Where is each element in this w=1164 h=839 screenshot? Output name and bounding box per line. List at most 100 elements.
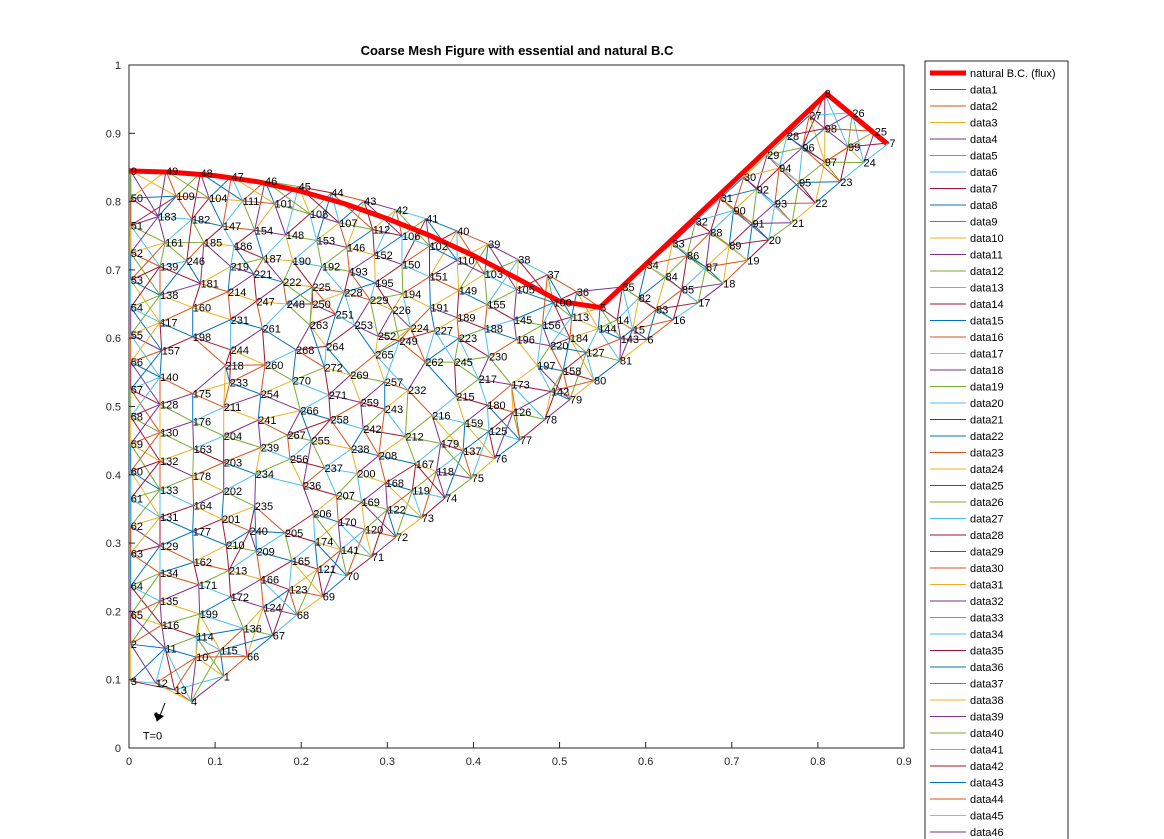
mesh-edge — [338, 521, 366, 530]
node-label: 269 — [350, 370, 368, 382]
mesh-edge — [488, 430, 496, 459]
mesh-edge — [839, 162, 864, 183]
mesh-edge — [401, 245, 430, 265]
mesh-edge — [130, 600, 161, 645]
node-label: 45 — [299, 182, 311, 194]
mesh-edge — [193, 490, 224, 506]
mesh-edge — [519, 419, 546, 441]
node-label: 193 — [349, 266, 367, 278]
mesh-edge — [402, 293, 412, 329]
mesh-edge — [195, 614, 201, 658]
mesh-edge — [619, 329, 634, 361]
node-label: 5 — [600, 302, 606, 314]
mesh-edge — [434, 317, 458, 332]
mesh-edge — [632, 309, 657, 330]
mesh-edge — [228, 570, 232, 598]
mesh-edge — [196, 655, 247, 658]
node-label: 204 — [224, 431, 242, 443]
mesh-edge — [130, 545, 161, 554]
mesh-edge — [638, 297, 657, 310]
node-label: 83 — [656, 305, 668, 317]
x-tick-label: 0.1 — [207, 756, 222, 768]
mesh-edge — [384, 408, 406, 437]
node-label: 210 — [226, 540, 244, 552]
mesh-edge — [424, 361, 457, 397]
mesh-edge — [597, 328, 621, 362]
node-label: 184 — [570, 333, 588, 345]
mesh-edge — [230, 349, 266, 366]
mesh-edge — [130, 170, 177, 197]
mesh-edge — [824, 161, 841, 183]
mesh-edge — [440, 422, 466, 444]
mesh-edge — [255, 458, 291, 475]
mesh-edge — [454, 338, 460, 363]
node-label: 54 — [131, 302, 143, 314]
node-label: 150 — [402, 259, 420, 271]
mesh-edge — [230, 328, 263, 351]
mesh-edge — [544, 391, 552, 420]
mesh-edge — [705, 259, 748, 268]
node-label: 55 — [131, 330, 143, 342]
mesh-edge — [456, 290, 460, 318]
mesh-edge — [312, 513, 342, 551]
mesh-edge — [374, 264, 403, 284]
mesh-edge — [159, 489, 194, 506]
mesh-edge — [130, 600, 161, 616]
node-label: 257 — [385, 377, 403, 389]
legend-entry: data17 — [970, 349, 1004, 361]
mesh-edge — [321, 246, 348, 267]
mesh-edge — [488, 411, 514, 432]
node-label: 138 — [160, 290, 178, 302]
mesh-edge — [356, 473, 362, 503]
mesh-edge — [766, 147, 803, 156]
mesh-edge — [429, 276, 460, 291]
node-label: 161 — [165, 238, 183, 250]
mesh-edge — [130, 216, 159, 226]
node-label: 94 — [779, 163, 791, 175]
mesh-edge — [478, 356, 490, 380]
mesh-edge — [289, 458, 325, 469]
mesh-edge — [456, 230, 489, 245]
mesh-edge — [851, 112, 865, 163]
mesh-edge — [549, 337, 571, 347]
y-tick-label: 1 — [115, 60, 121, 72]
node-label: 239 — [261, 442, 279, 454]
mesh-edge — [343, 292, 356, 326]
legend-entry: data26 — [970, 497, 1004, 509]
mesh-edge — [192, 336, 231, 351]
mesh-edge — [192, 421, 224, 437]
mesh-edge — [282, 281, 313, 305]
node-label: 116 — [162, 620, 180, 632]
mesh-edge — [254, 181, 266, 231]
mesh-edge — [462, 450, 496, 459]
node-label: 119 — [412, 486, 430, 498]
mesh-edge — [130, 614, 166, 649]
node-label: 126 — [513, 407, 531, 419]
node-label: 24 — [864, 158, 876, 170]
mesh-edge — [196, 649, 221, 658]
node-label: 51 — [131, 221, 143, 233]
mesh-edge — [791, 202, 816, 224]
legend-entry: data15 — [970, 316, 1004, 328]
mesh-edge — [346, 246, 375, 256]
mesh-edge — [562, 338, 571, 372]
legend-entry: data12 — [970, 266, 1004, 278]
mesh-edge — [159, 307, 193, 323]
mesh-edge — [728, 223, 753, 246]
node-label: 89 — [729, 240, 741, 252]
node-label: 108 — [310, 209, 328, 221]
mesh-edge — [722, 259, 748, 284]
node-label: 13 — [175, 685, 187, 697]
mesh-edge — [295, 324, 311, 351]
mesh-edge — [262, 303, 287, 329]
node-label: 16 — [673, 315, 685, 327]
mesh-edge — [292, 260, 313, 288]
mesh-edge — [157, 170, 167, 217]
node-label: 110 — [457, 255, 475, 267]
node-label: 121 — [318, 564, 336, 576]
node-label: 177 — [193, 526, 211, 538]
mesh-edge — [296, 595, 324, 616]
mesh-edge — [462, 430, 490, 452]
plot-area: 1234567891011121314151617181920212223242… — [106, 60, 912, 768]
mesh-edge — [225, 545, 230, 571]
